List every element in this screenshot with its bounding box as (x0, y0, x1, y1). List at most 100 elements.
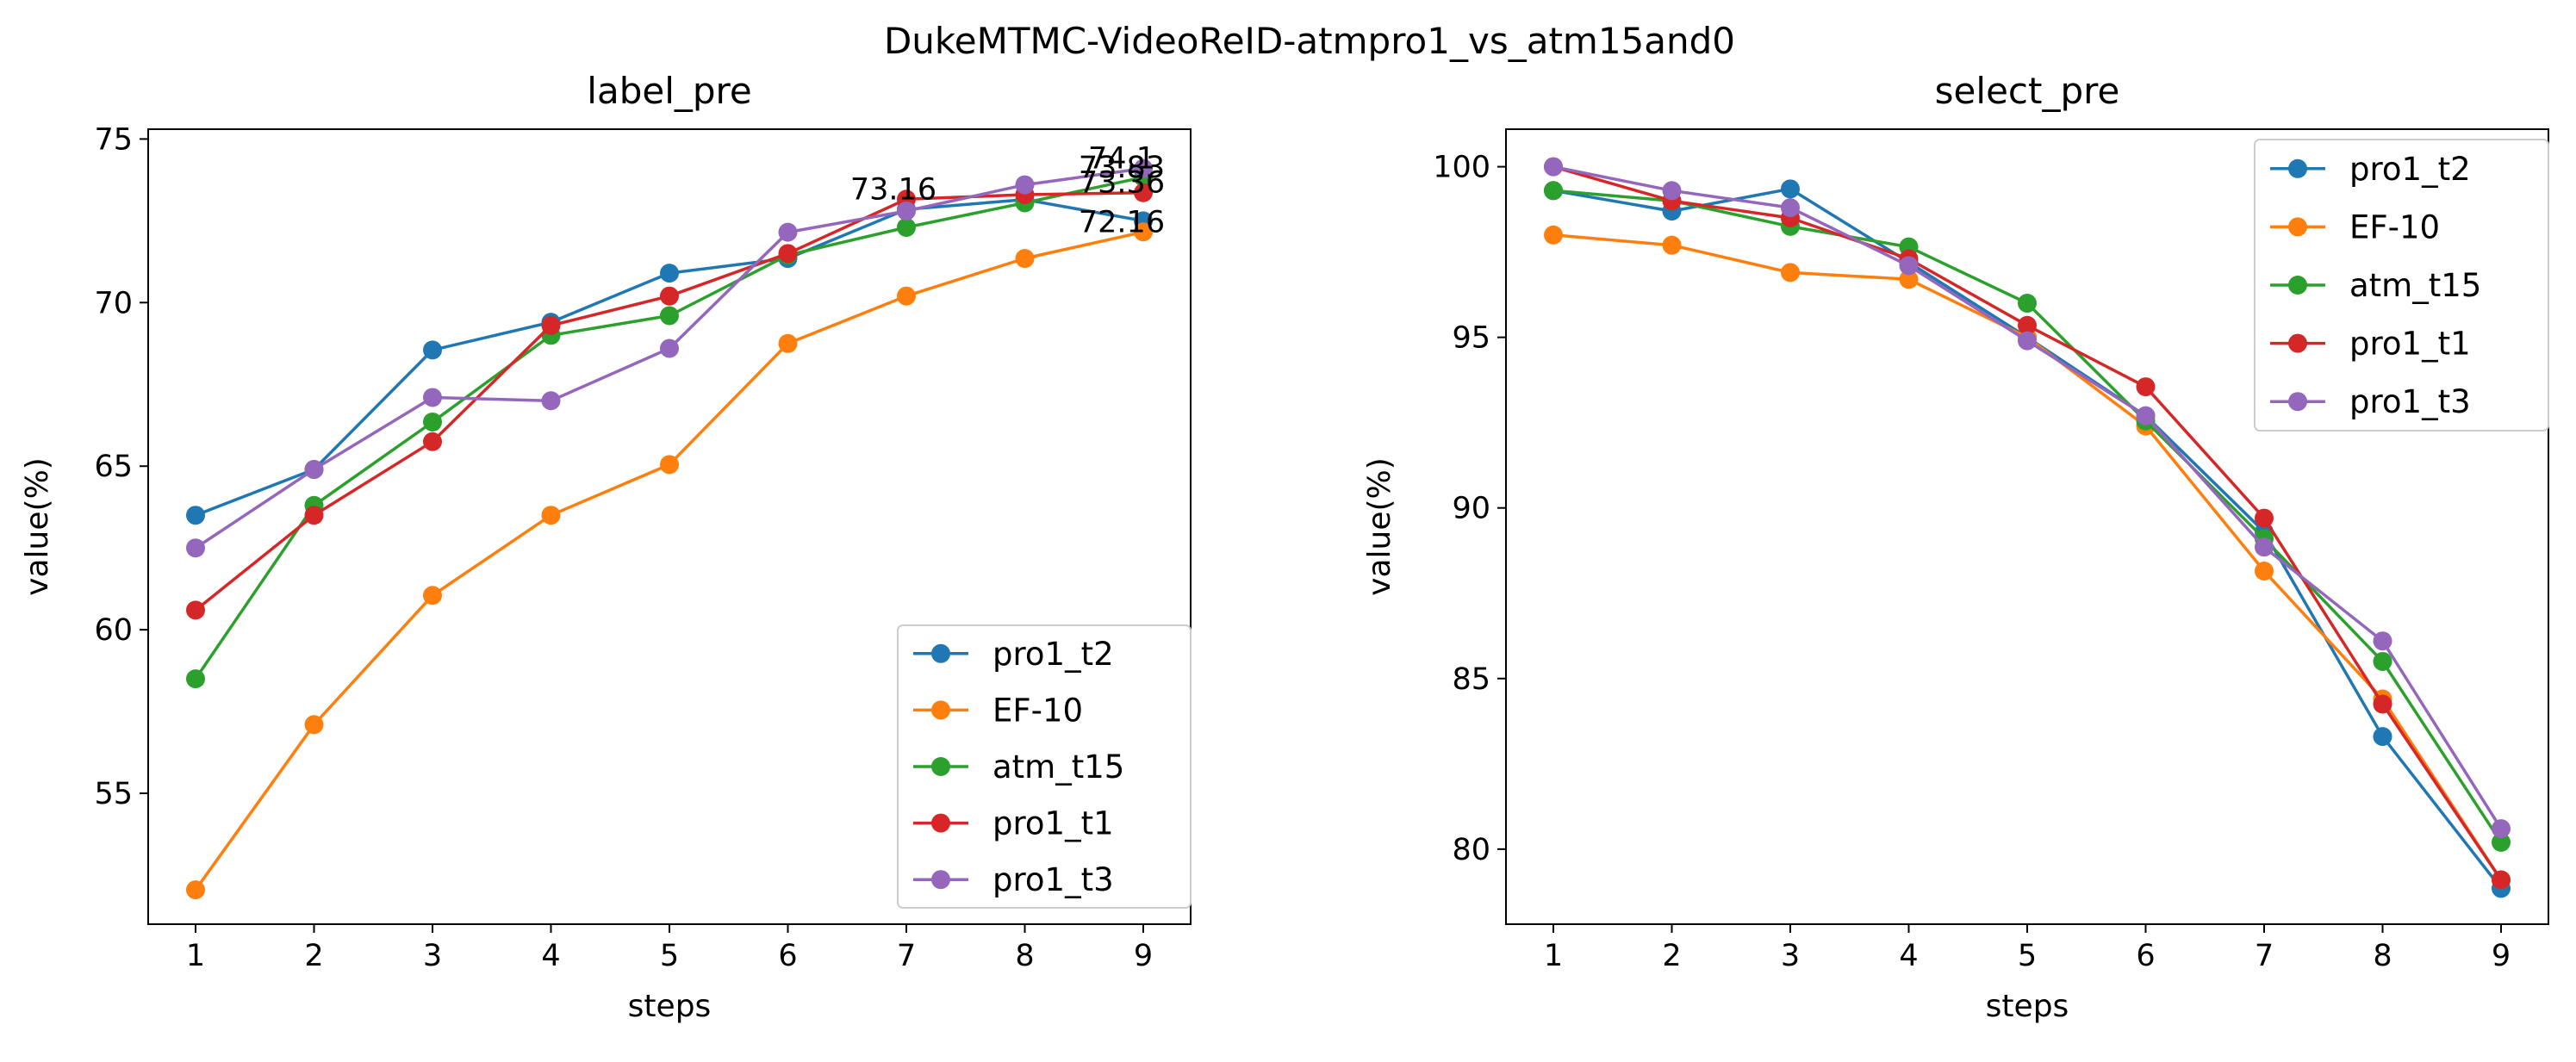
x-tick-label: 4 (1899, 939, 1918, 973)
data-point (186, 600, 205, 620)
x-tick-label: 2 (304, 939, 323, 973)
data-point (2018, 294, 2037, 314)
data-point (423, 432, 442, 451)
x-tick-label: 1 (1544, 939, 1563, 973)
x-tick-label: 9 (2492, 939, 2511, 973)
data-point (423, 340, 442, 360)
legend-marker (2288, 158, 2307, 178)
data-point (660, 286, 679, 306)
data-point (897, 217, 916, 237)
data-point (1015, 249, 1035, 269)
legend-label: atm_t15 (2349, 267, 2481, 304)
x-tick-label: 2 (1662, 939, 1681, 973)
data-point (1544, 181, 1563, 201)
legend-marker (2288, 276, 2307, 295)
x-tick-label: 7 (2255, 939, 2274, 973)
data-point (186, 506, 205, 525)
data-point (2136, 377, 2156, 397)
data-point (2492, 870, 2511, 890)
data-point (423, 388, 442, 407)
legend-marker (931, 813, 950, 833)
data-label: 73.83 (1079, 151, 1165, 185)
data-point (2492, 832, 2511, 852)
x-tick-label: 5 (660, 939, 679, 973)
legend-marker (931, 757, 950, 776)
data-point (541, 506, 561, 525)
data-point (186, 669, 205, 689)
y-tick-label: 65 (94, 450, 133, 484)
legend-box (2254, 139, 2549, 432)
data-point (2373, 694, 2392, 714)
data-point (2373, 631, 2392, 651)
data-point (897, 286, 916, 306)
data-point (423, 412, 442, 432)
data-point (660, 338, 679, 358)
x-tick-label: 4 (541, 939, 560, 973)
data-point (2373, 651, 2392, 671)
legend-label: EF-10 (992, 692, 1083, 729)
legend-label: atm_t15 (992, 748, 1124, 786)
x-tick-label: 3 (423, 939, 442, 973)
data-point (1781, 263, 1800, 283)
legend-marker (931, 643, 950, 663)
data-point (423, 586, 442, 606)
legend-label: pro1_t1 (992, 805, 1114, 842)
data-label: 73.16 (850, 172, 936, 207)
data-point (1015, 175, 1035, 195)
x-tick-label: 5 (2018, 939, 2037, 973)
legend-box (897, 624, 1192, 909)
figure-title: DukeMTMC-VideoReID-atmpro1_vs_atm15and0 (884, 20, 1735, 62)
data-point (304, 506, 324, 525)
y-tick-label: 95 (1452, 321, 1490, 356)
y-tick-label: 85 (1452, 662, 1490, 697)
data-point (1134, 222, 1153, 242)
legend-label: EF-10 (2349, 208, 2440, 245)
x-tick-label: 9 (1134, 939, 1153, 973)
x-tick-label: 1 (186, 939, 205, 973)
y-tick-label: 55 (94, 777, 133, 811)
data-label: 72.16 (1079, 205, 1165, 239)
chart-title: label_pre (587, 70, 751, 112)
data-point (1544, 225, 1563, 245)
data-point (2255, 508, 2274, 528)
legend-marker (2288, 333, 2307, 353)
data-point (1662, 181, 1682, 201)
y-tick-label: 75 (94, 122, 133, 157)
x-axis-label: steps (1986, 989, 2069, 1024)
x-tick-label: 7 (897, 939, 916, 973)
data-point (1899, 256, 1919, 276)
data-label: 73.36 (1079, 166, 1165, 201)
data-point (1134, 183, 1153, 202)
x-tick-label: 8 (2373, 939, 2392, 973)
data-point (778, 333, 798, 353)
x-tick-label: 6 (778, 939, 797, 973)
y-tick-label: 90 (1452, 492, 1490, 526)
data-point (2255, 561, 2274, 581)
y-tick-label: 70 (94, 286, 133, 320)
y-tick-label: 80 (1452, 833, 1490, 867)
x-tick-label: 8 (1015, 939, 1034, 973)
data-point (1899, 270, 1919, 289)
data-point (186, 880, 205, 900)
select-pre-chart: select_pre 1 2 3 4 5 6 7 8 9 80 85 90 95 100 steps value… (1362, 70, 2549, 1024)
label-pre-chart: label_pre 1 2 3 4 5 6 7 8 9 55 60 65 70 75 steps value(%… (20, 70, 1192, 1024)
data-point (897, 201, 916, 220)
legend-marker (2288, 217, 2307, 237)
legend-label: pro1_t2 (2349, 151, 2471, 188)
legend-marker (2288, 392, 2307, 412)
data-point (186, 538, 205, 558)
data-point (541, 391, 561, 411)
data-point (660, 455, 679, 475)
data-point (660, 264, 679, 283)
data-point (2136, 406, 2156, 425)
legend-label: pro1_t3 (992, 861, 1114, 898)
y-tick-label: 100 (1433, 151, 1490, 185)
data-point (2373, 727, 2392, 747)
y-tick-label: 60 (94, 613, 133, 648)
data-point (2018, 315, 2037, 335)
data-point (778, 244, 798, 264)
data-point (2492, 819, 2511, 839)
data-point (304, 460, 324, 480)
data-point (2255, 537, 2274, 557)
